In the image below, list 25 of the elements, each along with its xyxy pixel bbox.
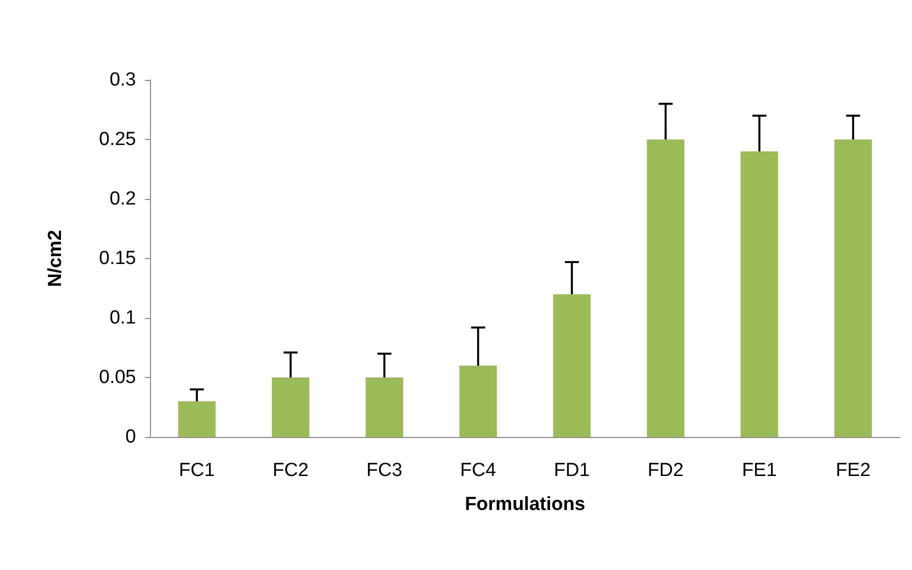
x-tick-label: FE1 — [742, 460, 777, 481]
x-tick-label: FC2 — [272, 460, 309, 481]
y-tick-label: 0.05 — [99, 367, 136, 388]
x-tick-label: FE2 — [836, 460, 871, 481]
bar — [646, 140, 684, 437]
x-axis-title: Formulations — [464, 494, 586, 515]
y-tick-label: 0.1 — [110, 308, 136, 328]
bar — [272, 378, 310, 437]
y-axis-title: N/cm2 — [45, 230, 66, 288]
bar — [459, 366, 497, 437]
y-tick-label: 0.15 — [99, 248, 136, 269]
bar — [553, 294, 591, 437]
x-tick-label: FD1 — [554, 460, 590, 481]
bar — [178, 401, 216, 437]
bar — [740, 151, 778, 437]
bar — [366, 378, 404, 437]
y-tick-label: 0.25 — [99, 129, 136, 150]
x-tick-label: FC3 — [366, 460, 402, 481]
bar — [834, 140, 872, 437]
y-tick-label: 0.3 — [110, 70, 136, 90]
y-tick-label: 0 — [125, 426, 136, 448]
x-tick-label: FC1 — [178, 460, 215, 481]
y-tick-label: 0.2 — [110, 188, 136, 210]
x-tick-label: FD2 — [648, 460, 684, 481]
x-tick-label: FC4 — [460, 460, 496, 481]
